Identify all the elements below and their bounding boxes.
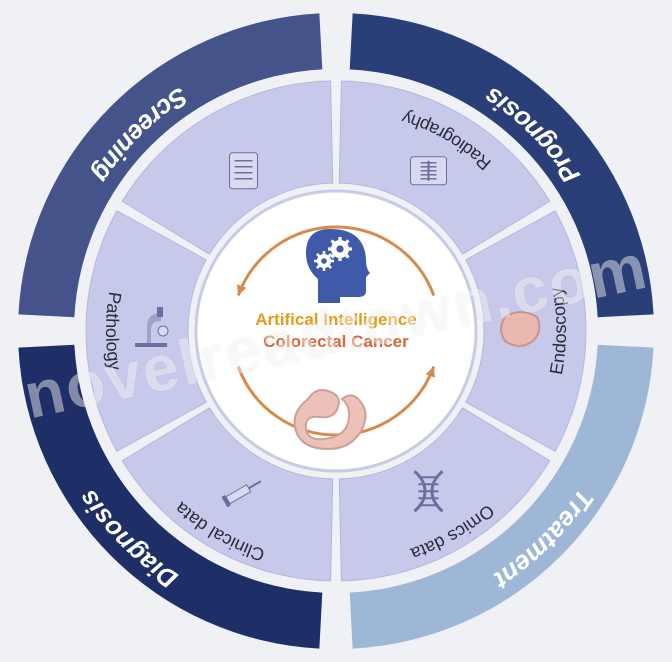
center-title-2: Colorectal Cancer [263, 332, 409, 351]
diagram-stage: ScreeningPrognosisTreatmentDiagnosisRadi… [0, 0, 672, 662]
radial-diagram: ScreeningPrognosisTreatmentDiagnosisRadi… [0, 0, 672, 662]
notes-icon [230, 153, 258, 189]
dna-icon [415, 471, 443, 511]
xray-icon [411, 157, 447, 185]
colon-icon [501, 312, 539, 346]
center-title-1: Artifical Intelligence [255, 310, 417, 329]
